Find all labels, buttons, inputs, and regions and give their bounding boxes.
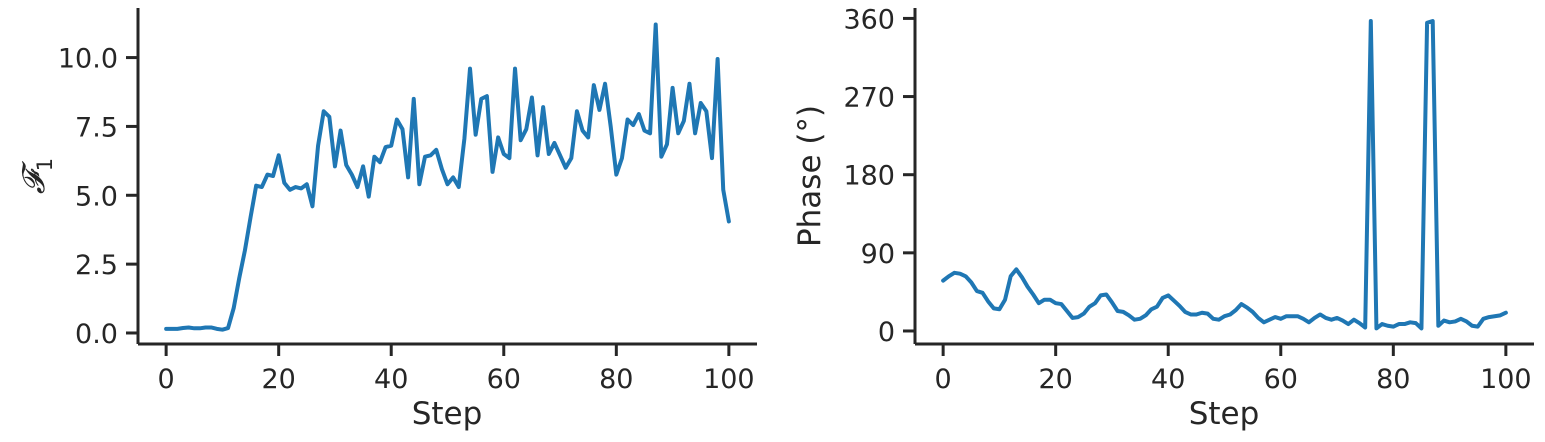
f1-y-tick-label: 5.0 [75,181,118,212]
f1-x-tick-label: 20 [262,364,296,395]
f1-y-axis-label-sub: 1 [33,158,57,171]
phase-y-tick-label: 180 [843,161,895,192]
f1-x-tick-label: 60 [487,364,521,395]
phase-y-axis-label: Phase (°) [792,105,828,247]
f1-y-tick-label: 7.5 [75,112,118,143]
f1-chart-panel: 0 20 40 60 80 100 0.0 2.5 5.0 7.5 10.0 Step 𝓕1 [16,8,757,432]
phase-x-tick-label: 0 [935,364,952,395]
phase-chart-panel: 0 20 40 60 80 100 0 90 180 270 360 Step Phase (°) [792,4,1534,432]
f1-x-tick-label: 0 [158,364,175,395]
f1-y-tick-label: 0.0 [75,319,118,350]
phase-x-tick-label: 60 [1264,364,1298,395]
phase-x-tick-label: 80 [1376,364,1410,395]
f1-y-tick-label: 10.0 [58,44,118,75]
f1-y-axis-label: 𝓕1 [16,158,57,194]
f1-x-axis-label: Step [412,396,483,432]
f1-x-tick-label: 80 [599,364,633,395]
phase-y-tick-label: 90 [861,239,895,270]
f1-y-tick-label: 2.5 [75,250,118,281]
phase-x-axis-label: Step [1189,396,1260,432]
phase-y-tick-label: 270 [843,83,895,114]
phase-series-line [941,19,1508,331]
f1-series-line [164,22,731,332]
f1-x-tick-label: 40 [374,364,408,395]
phase-x-tick-label: 20 [1039,364,1073,395]
phase-x-tick-label: 40 [1151,364,1185,395]
phase-y-tick-label: 0 [878,317,895,348]
phase-x-tick-label: 100 [1480,364,1532,395]
phase-y-tick-label: 360 [843,4,895,35]
f1-x-tick-label: 100 [703,364,755,395]
